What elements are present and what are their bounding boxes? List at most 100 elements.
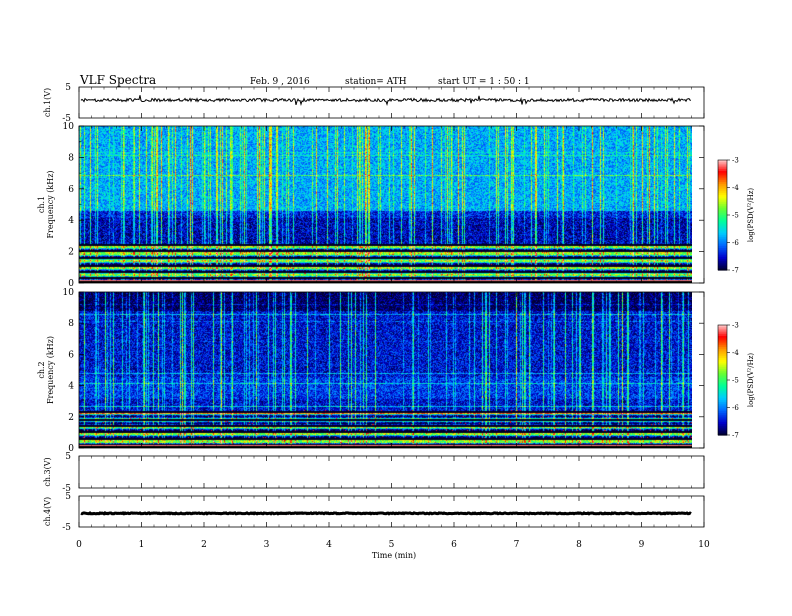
x-tick-label: 9 [639,540,645,550]
colorbar-segment [718,216,727,220]
colorbar-tick-label: -4 [732,349,739,357]
colorbar-segment [718,163,727,167]
colorbar-segment [718,339,727,343]
y-tick-label: 5 [65,83,71,93]
colorbar-segment [718,209,727,212]
colorbar-segment [718,185,727,189]
colorbar-tick-label: -7 [732,267,739,275]
colorbar-segment [718,411,727,414]
colorbar-segment [718,361,727,365]
colorbar-segment [718,354,727,357]
colorbar-segment [718,407,727,410]
colorbar-segment [718,424,727,427]
colorbar-segment [718,348,727,352]
colorbar-segment [718,363,727,366]
colorbar-segment [718,403,727,407]
colorbar-segment [718,215,727,218]
y-axis-label: Frequency (kHz) [46,336,55,404]
colorbar-segment [718,328,727,332]
colorbar-segment [718,222,727,225]
colorbar-segment [718,176,727,179]
colorbar-segment [718,266,727,269]
colorbar-segment [718,204,727,207]
colorbar-segment [718,160,727,163]
colorbar-segment [718,431,727,434]
x-tick-label: 8 [576,540,582,550]
colorbar-segment [718,381,727,385]
colorbar-segment [718,196,727,200]
y-tick-label: -5 [62,114,71,124]
colorbar-segment [718,260,727,264]
y-tick-label: 0 [68,279,74,289]
colorbar-segment [718,337,727,341]
colorbar-segment [718,231,727,234]
colorbar-segment [718,200,727,203]
colorbar-segment [718,350,727,354]
colorbar-segment [718,326,727,330]
colorbar-segment [718,416,727,420]
colorbar-segment [718,220,727,223]
colorbar-segment [718,167,727,170]
colorbar-segment [718,226,727,229]
chart-title: VLF Spectra [79,73,156,87]
x-tick-label: 2 [201,540,207,550]
colorbar-segment [718,218,727,222]
colorbar-segment [718,332,727,335]
start-time-label: start UT = 1 : 50 : 1 [438,77,530,87]
colorbar-segment [718,183,727,187]
colorbar-segment [718,400,727,403]
colorbar-segment [718,182,727,185]
x-tick-label: 10 [698,540,710,550]
colorbar-segment [718,352,727,355]
colorbar-tick-label: -6 [732,404,739,412]
colorbar-segment [718,336,727,339]
colorbar-segment [718,359,727,363]
colorbar-segment [718,257,727,260]
station-label: station= ATH [345,77,407,87]
colorbar-segment [718,235,727,238]
y-tick-label: 0 [68,444,74,454]
colorbar-segment [718,391,727,394]
colorbar-segment [718,227,727,231]
colorbar-segment [718,369,727,372]
x-tick-label: 3 [264,540,270,550]
colorbar-segment [718,165,727,168]
colorbar-segment [718,425,727,429]
colorbar-segment [718,396,727,399]
colorbar-segment [718,180,727,183]
colorbar-segment [718,229,727,233]
colorbar-segment [718,189,727,192]
colorbar-segment [718,420,727,423]
colorbar-segment [718,378,727,381]
y-tick-label: 8 [68,319,74,329]
colorbar-segment [718,370,727,374]
y-axis-channel-label: ch.1 [37,196,46,213]
y-tick-label: 10 [63,122,75,132]
colorbar-segment [718,422,727,425]
colorbar-segment [718,383,727,387]
colorbar-segment [718,253,727,256]
colorbar-segment [718,207,727,211]
colorbar-tick-label: -3 [732,322,739,330]
y-tick-label: 5 [65,452,71,462]
colorbar-segment [718,325,727,328]
y-tick-label: 2 [68,248,74,258]
colorbar-segment [718,356,727,359]
colorbar-segment [718,343,727,346]
colorbar-segment [718,380,727,383]
colorbar-segment [718,385,727,388]
y-tick-label: 4 [68,216,74,226]
colorbar-tick-label: -6 [732,239,739,247]
colorbar-segment [718,268,727,271]
colorbar-segment [718,413,727,416]
date-label: Feb. 9 , 2016 [250,77,310,87]
colorbar-segment [718,193,727,196]
waveform-trace-ch.1(V) [80,95,692,107]
colorbar-segment [718,365,727,368]
colorbar-segment [718,224,727,227]
y-tick-label: -5 [62,484,71,494]
colorbar-tick-label: -7 [732,432,739,440]
colorbar-segment [718,211,727,214]
